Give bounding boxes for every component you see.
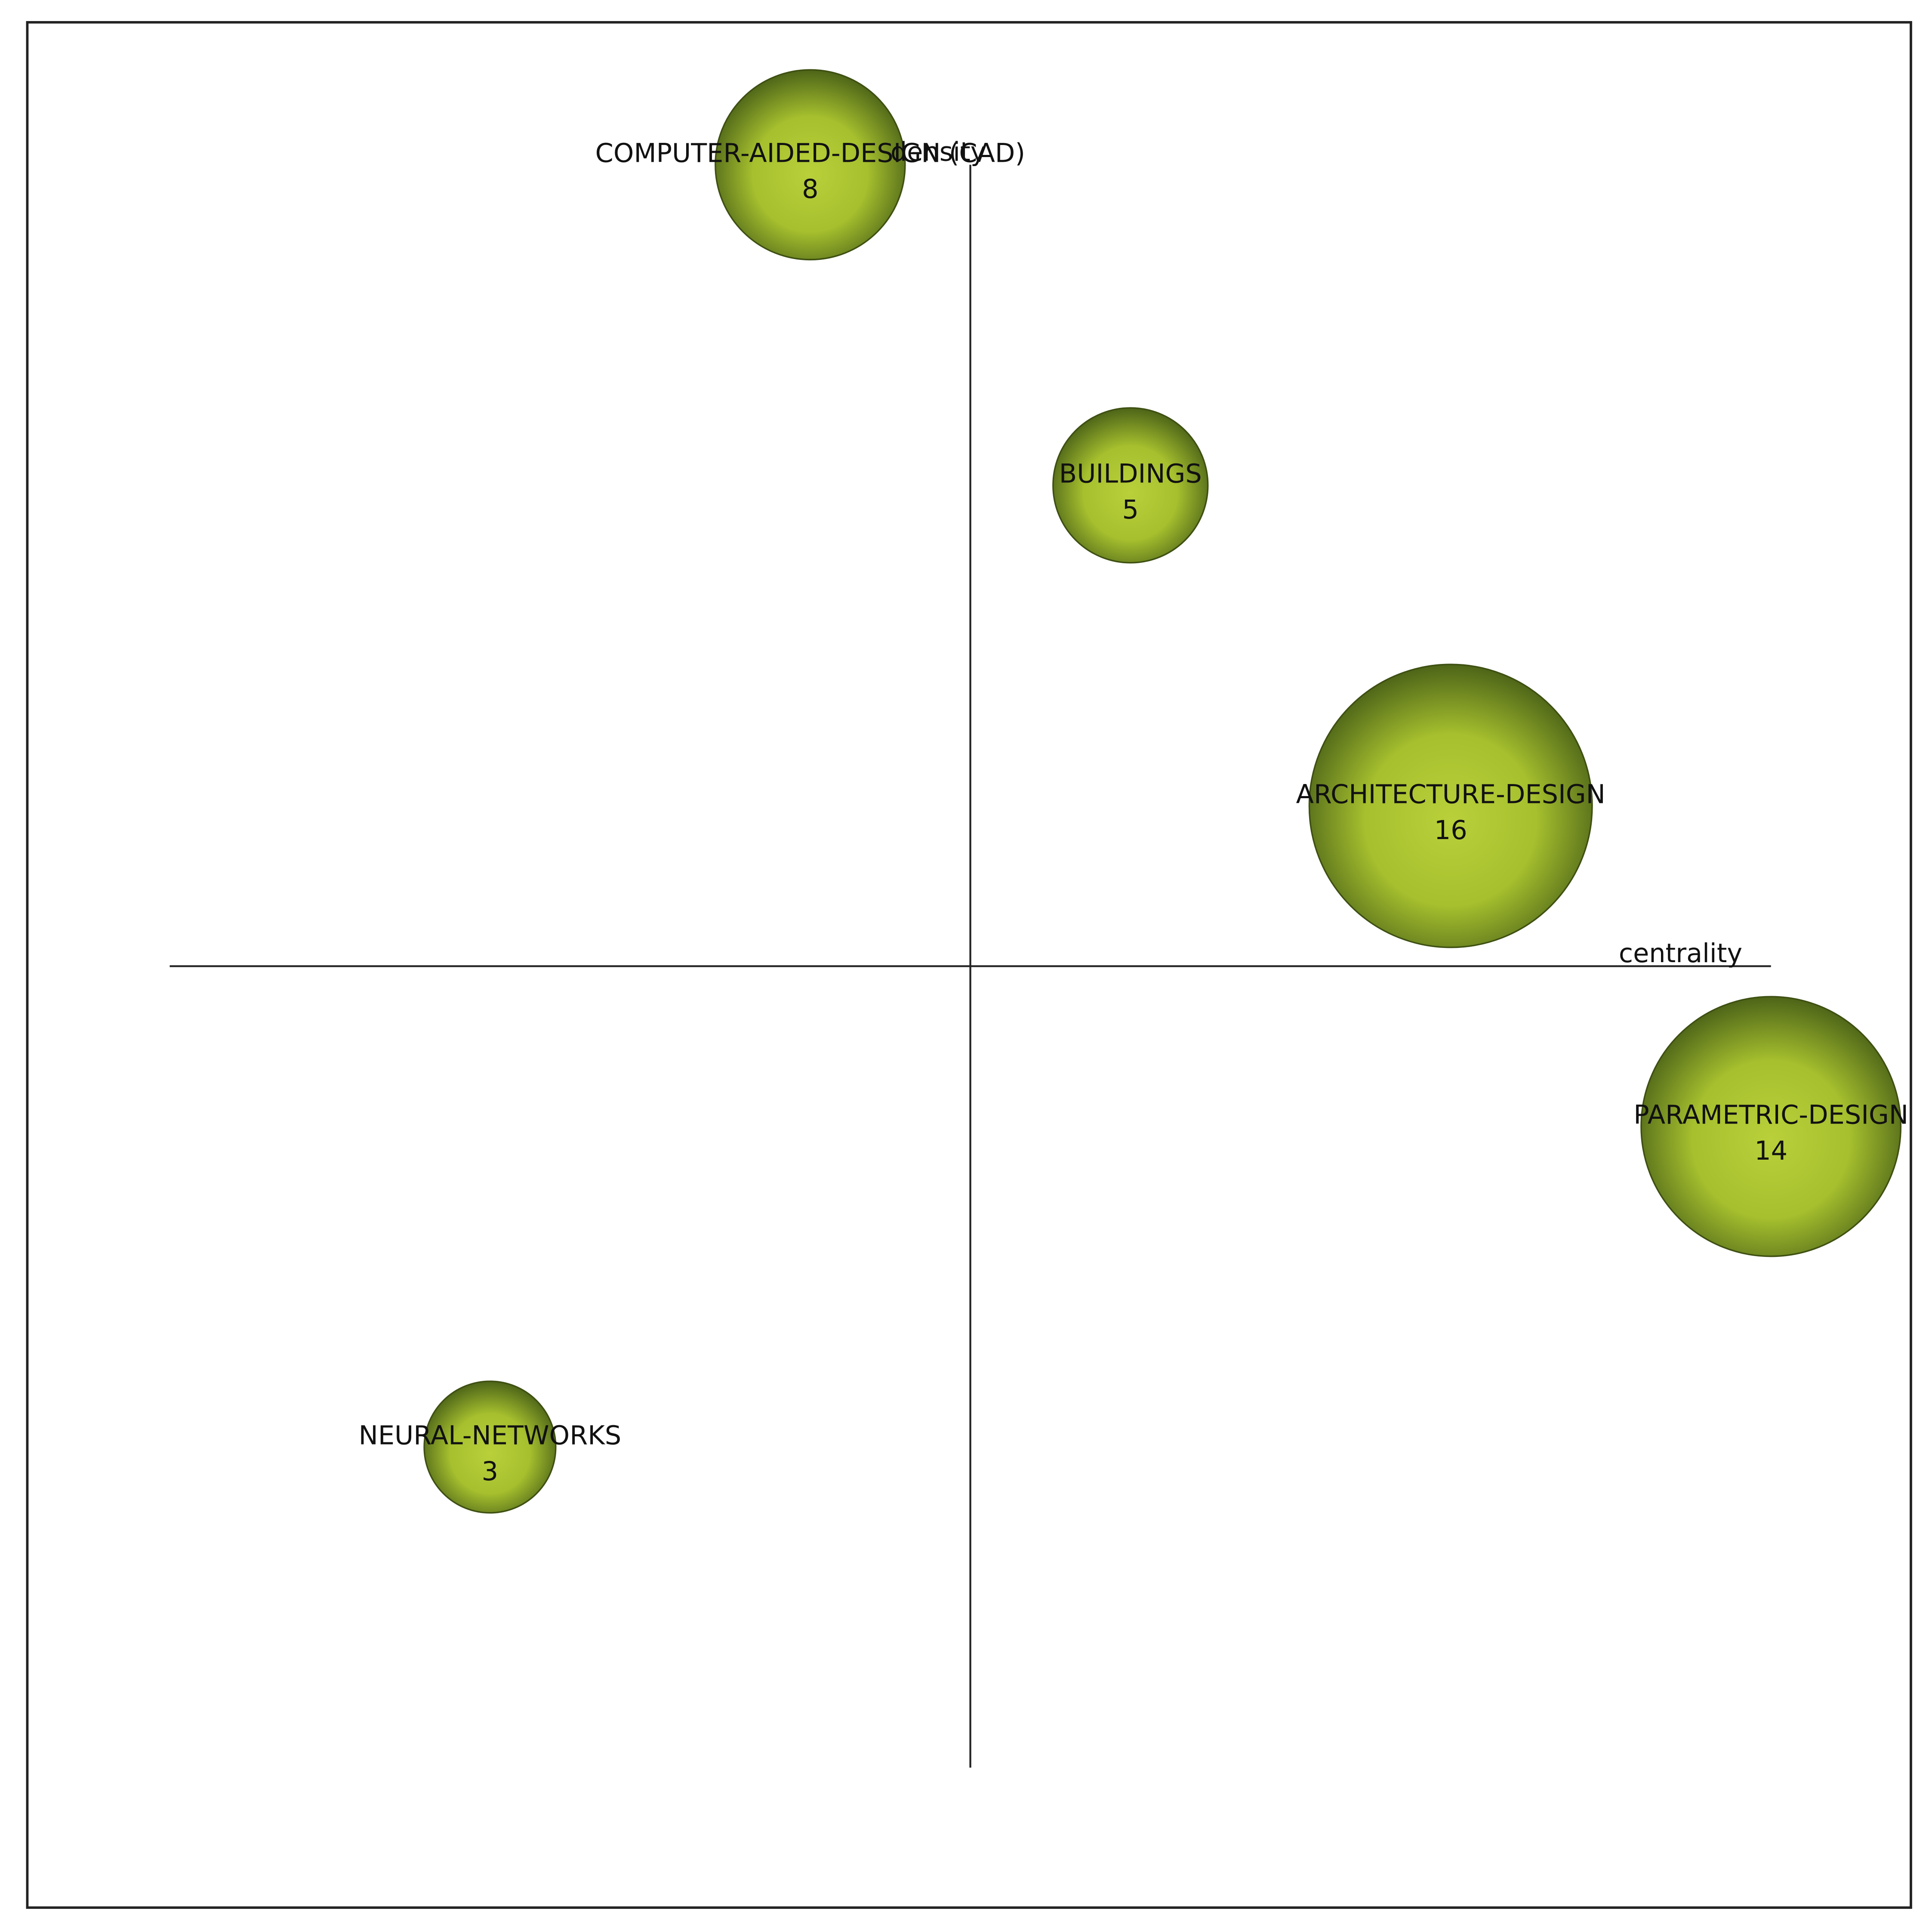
- bubble: [1052, 407, 1209, 564]
- bubble-value: 3: [482, 1457, 498, 1487]
- y-axis-label: density: [891, 137, 986, 167]
- bubble: [423, 1380, 557, 1514]
- bubble-label: COMPUTER-AIDED-DESIGN (CAD): [595, 138, 1025, 168]
- bubble: [1308, 664, 1593, 948]
- bubble-label: PARAMETRIC-DESIGN: [1633, 1100, 1908, 1130]
- bubble-label: ARCHITECTURE-DESIGN: [1296, 779, 1605, 809]
- bubble-value: 16: [1434, 815, 1467, 846]
- bubble: [1640, 996, 1902, 1257]
- frame: [26, 21, 1912, 1909]
- bubble-value: 5: [1122, 495, 1139, 525]
- bubble-label: BUILDINGS: [1059, 459, 1202, 489]
- bubble-value: 8: [802, 174, 818, 204]
- plot-area: centrality COMPUTER-AIDED-DESIGN (CAD) 8 BU…: [169, 69, 1908, 1768]
- x-axis-label: centrality: [1619, 938, 1742, 969]
- bubble-label: NEURAL-NETWORKS: [359, 1420, 622, 1451]
- bubble: [715, 69, 906, 261]
- bubble-value: 14: [1754, 1136, 1787, 1166]
